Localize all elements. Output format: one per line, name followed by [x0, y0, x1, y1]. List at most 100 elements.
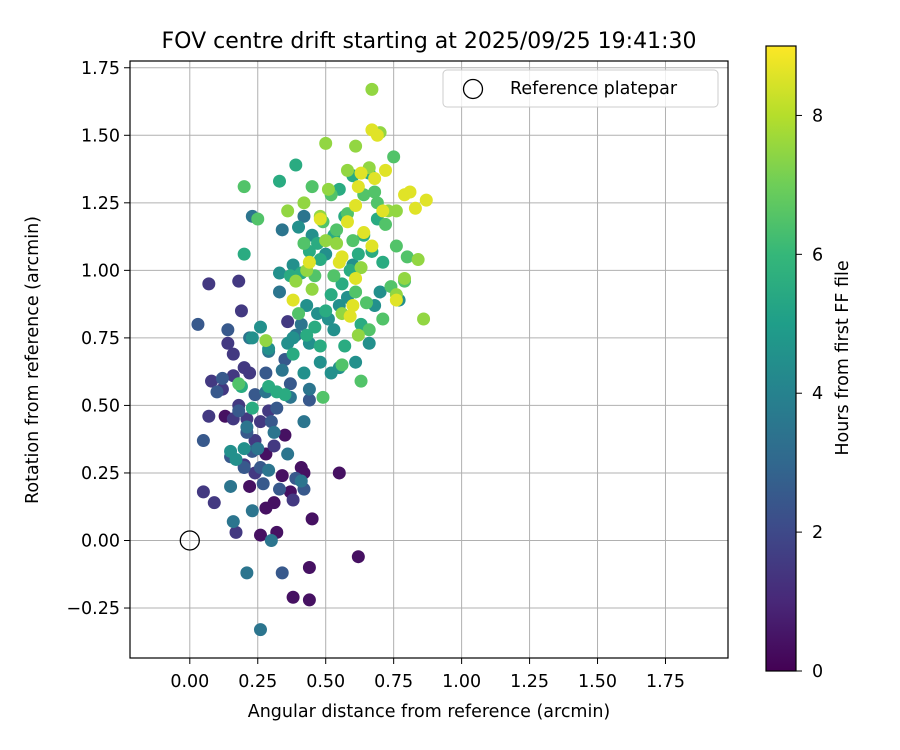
- data-point: [267, 425, 281, 439]
- colorbar-tick-label: 2: [812, 523, 823, 543]
- data-point: [308, 320, 322, 334]
- y-tick-label: 0.50: [81, 396, 120, 416]
- legend-box: [442, 69, 719, 108]
- data-point: [379, 163, 393, 177]
- data-point: [340, 215, 354, 229]
- data-point: [338, 339, 352, 353]
- data-point: [210, 385, 224, 399]
- y-axis-label: Rotation from reference (arcmin): [23, 216, 43, 504]
- data-point: [351, 550, 365, 564]
- data-point: [275, 566, 289, 580]
- data-point: [267, 496, 281, 510]
- colorbar-tick-label: 4: [812, 384, 823, 404]
- data-point: [202, 409, 216, 423]
- data-point: [226, 347, 240, 361]
- data-point: [362, 323, 376, 337]
- x-tick-label: 0.25: [238, 672, 277, 692]
- data-point: [324, 288, 338, 302]
- y-axis-ticks: −0.25 0.00 0.25 0.50 0.75 1.00 1.25 1.50 1.75: [66, 59, 130, 619]
- data-point: [286, 590, 300, 604]
- data-point: [419, 193, 433, 207]
- data-point: [286, 258, 300, 272]
- data-point: [327, 323, 341, 337]
- data-point: [275, 363, 289, 377]
- data-point: [346, 234, 360, 248]
- data-point: [302, 255, 316, 269]
- data-point: [319, 234, 333, 248]
- data-point: [283, 377, 297, 391]
- x-axis-ticks: 0.00 0.25 0.50 0.75 1.00 1.25 1.50 1.75: [170, 658, 685, 692]
- data-point: [221, 336, 235, 350]
- data-point: [370, 128, 384, 142]
- legend: Reference platepar: [442, 69, 719, 108]
- data-point: [398, 271, 412, 285]
- data-point: [335, 358, 349, 372]
- data-point: [281, 336, 295, 350]
- colorbar-ticks: 0 2 4 6 8: [796, 106, 823, 682]
- data-point: [253, 320, 267, 334]
- data-point: [281, 204, 295, 218]
- data-point: [297, 209, 311, 223]
- data-point: [273, 266, 286, 280]
- data-point: [226, 515, 240, 529]
- y-tick-label: −0.25: [66, 599, 120, 619]
- data-point: [379, 217, 393, 231]
- data-point: [264, 533, 278, 547]
- data-point: [259, 334, 273, 348]
- data-point: [365, 239, 379, 253]
- data-point: [221, 323, 235, 337]
- data-point: [229, 525, 243, 539]
- data-point: [232, 404, 246, 418]
- data-point: [300, 298, 314, 312]
- data-point: [286, 293, 300, 307]
- data-point: [319, 136, 333, 150]
- y-tick-label: 0.25: [81, 464, 120, 484]
- data-point: [297, 366, 311, 380]
- plot-area: 0.00 0.25 0.50 0.75 1.00 1.25 1.50 1.75 −0.25 0.…: [66, 59, 729, 692]
- data-point: [245, 401, 259, 415]
- x-tick-label: 0.00: [170, 672, 209, 692]
- data-point: [202, 277, 216, 291]
- data-point: [196, 485, 210, 499]
- data-point: [302, 393, 316, 407]
- data-point: [321, 182, 335, 196]
- data-point: [411, 253, 425, 267]
- data-point: [368, 172, 382, 186]
- data-point: [365, 82, 379, 96]
- data-point: [275, 469, 289, 483]
- data-point: [305, 282, 319, 296]
- y-tick-label: 1.25: [81, 194, 120, 214]
- data-point: [368, 185, 382, 199]
- data-point: [205, 374, 219, 388]
- data-point: [297, 196, 311, 210]
- colorbar-tick-label: 0: [812, 662, 823, 682]
- data-point: [319, 304, 333, 318]
- data-point: [253, 415, 267, 429]
- data-point: [292, 307, 306, 321]
- data-point: [389, 239, 403, 253]
- data-point: [278, 388, 292, 402]
- x-tick-label: 1.75: [646, 672, 685, 692]
- data-point: [281, 315, 295, 329]
- data-point: [316, 390, 330, 404]
- y-tick-label: 0.00: [81, 531, 120, 551]
- data-point: [302, 593, 316, 607]
- data-point: [349, 199, 363, 213]
- data-point: [248, 388, 262, 402]
- colorbar-tick-label: 6: [812, 245, 823, 265]
- data-point: [335, 277, 349, 291]
- x-axis-label: Angular distance from reference (arcmin): [248, 702, 611, 722]
- data-point: [253, 528, 267, 542]
- data-point: [349, 285, 363, 299]
- data-point: [351, 247, 365, 261]
- data-point: [330, 236, 344, 250]
- x-tick-label: 0.50: [306, 672, 345, 692]
- data-point: [330, 223, 344, 237]
- data-point: [362, 336, 376, 350]
- data-point: [251, 212, 265, 226]
- data-point: [389, 293, 403, 307]
- data-point: [243, 366, 257, 380]
- data-point: [300, 328, 314, 342]
- data-point: [232, 274, 246, 288]
- data-point: [224, 479, 238, 493]
